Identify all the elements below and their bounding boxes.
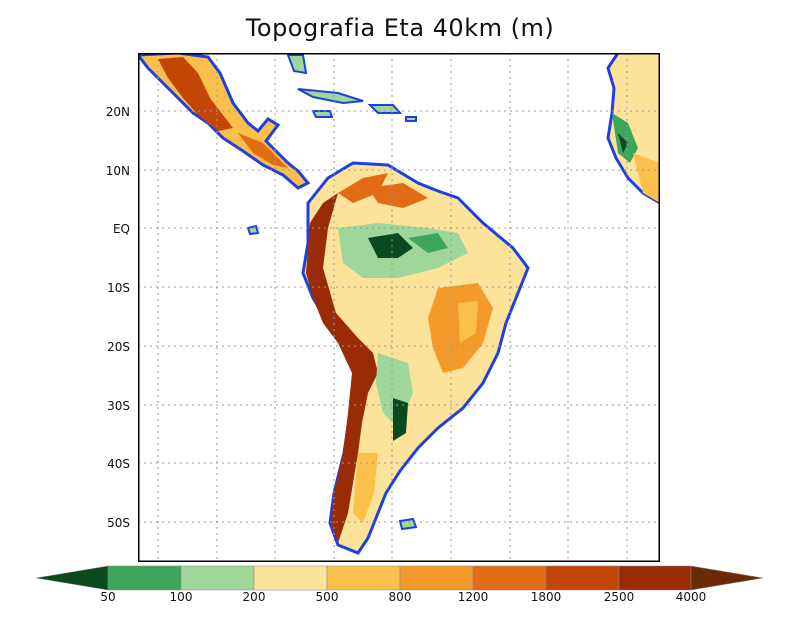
lat-label: 20S — [107, 340, 130, 354]
legend-label: 2500 — [603, 590, 635, 604]
legend-label: 4000 — [675, 590, 707, 604]
legend-swatch — [399, 565, 474, 591]
legend-label: 500 — [315, 590, 339, 604]
legend-label: 1200 — [457, 590, 489, 604]
africa-landmass — [606, 53, 660, 205]
legend-swatch — [180, 565, 255, 591]
grid-lines — [138, 53, 660, 562]
legend-label: 1800 — [530, 590, 562, 604]
lat-label: EQ — [112, 222, 130, 236]
legend-label: 100 — [169, 590, 193, 604]
central-america-landmass — [138, 53, 311, 190]
map-title: Topografia Eta 40km (m) — [245, 14, 555, 42]
legend-swatch — [253, 565, 328, 591]
topography-map — [138, 53, 660, 562]
lat-label: 10S — [107, 281, 130, 295]
lat-label: 40S — [107, 457, 130, 471]
legend-swatch — [690, 565, 764, 591]
lat-label: 50S — [107, 516, 130, 530]
legend-label: 800 — [388, 590, 412, 604]
lat-label: 10N — [105, 164, 130, 178]
legend-label: 50 — [100, 590, 116, 604]
lat-label: 30S — [107, 399, 130, 413]
galapagos-islands — [246, 224, 260, 236]
south-america-landmass — [301, 161, 530, 555]
legend-swatch — [472, 565, 547, 591]
legend-swatch — [618, 565, 692, 591]
legend-swatch — [326, 565, 401, 591]
legend-swatch — [35, 565, 109, 591]
legend-swatch — [107, 565, 182, 591]
legend-swatch — [545, 565, 620, 591]
lat-label: 20N — [105, 105, 130, 119]
legend-label: 200 — [242, 590, 266, 604]
